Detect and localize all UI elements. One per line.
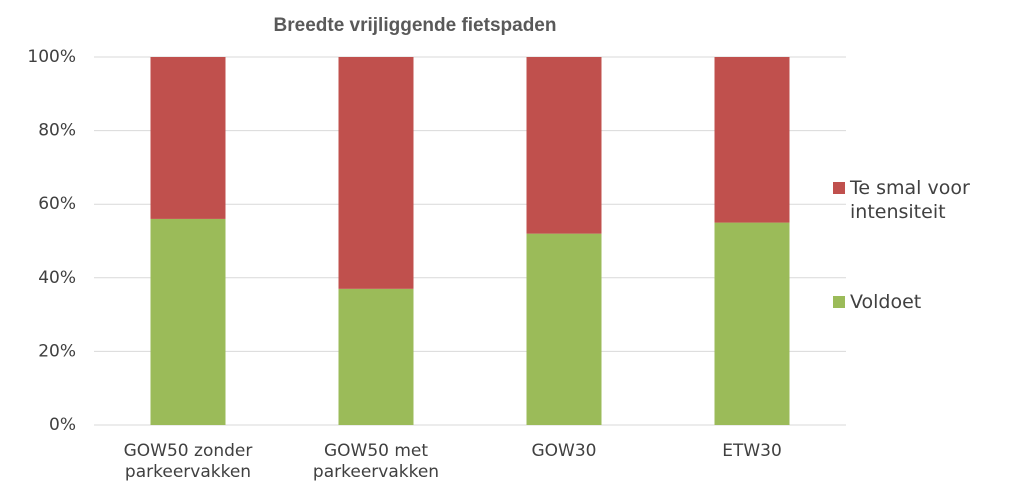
x-tick-label: ETW30 [722, 441, 782, 461]
bar-segment [338, 57, 414, 289]
bar-segment [150, 57, 226, 219]
legend-label: Te smal voor intensiteit [850, 177, 970, 223]
bar-segment [714, 57, 790, 223]
x-tick-label: GOW30 [531, 441, 597, 461]
legend-label: Voldoet [850, 291, 922, 313]
y-tick-label: 80% [38, 121, 76, 141]
y-tick-label: 60% [38, 194, 76, 214]
bar-segment [714, 222, 790, 425]
legend-marker [833, 296, 845, 308]
x-tick-label: GOW50 zonder parkeervakken [123, 441, 253, 482]
y-tick-label: 20% [38, 341, 76, 361]
bar-segment [526, 233, 602, 425]
bar-segment [338, 288, 414, 425]
bar-segment [526, 57, 602, 234]
bar-segment [150, 218, 226, 425]
x-tick-label: GOW50 met parkeervakken [312, 441, 440, 482]
chart-title: Breedte vrijliggende fietspaden [274, 15, 557, 36]
y-tick-label: 0% [49, 415, 76, 435]
y-tick-label: 100% [27, 47, 76, 67]
y-tick-label: 40% [38, 268, 76, 288]
legend-marker [833, 182, 845, 194]
